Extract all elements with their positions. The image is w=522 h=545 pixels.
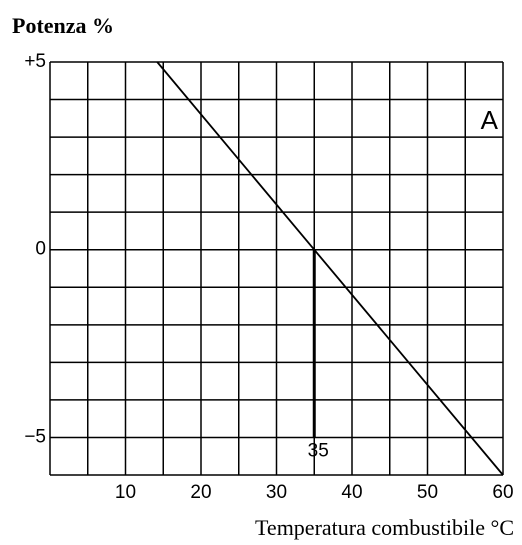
marker-label: 35 (308, 440, 329, 461)
x-tick-label: 20 (190, 482, 211, 503)
y-tick-label: 0 (35, 239, 46, 260)
data-line (156, 61, 504, 476)
y-tick-label: −5 (24, 426, 46, 447)
y-tick-label: +5 (24, 51, 46, 72)
x-axis-label: Temperatura combustibile °C (255, 515, 514, 540)
x-tick-label: 40 (341, 482, 362, 503)
x-tick-label: 30 (266, 482, 287, 503)
x-tick-label: 50 (417, 482, 438, 503)
x-tick-label: 10 (115, 482, 136, 503)
x-tick-label: 60 (492, 482, 513, 503)
chart-title: Potenza % (12, 13, 114, 38)
annotation: A (481, 105, 499, 135)
